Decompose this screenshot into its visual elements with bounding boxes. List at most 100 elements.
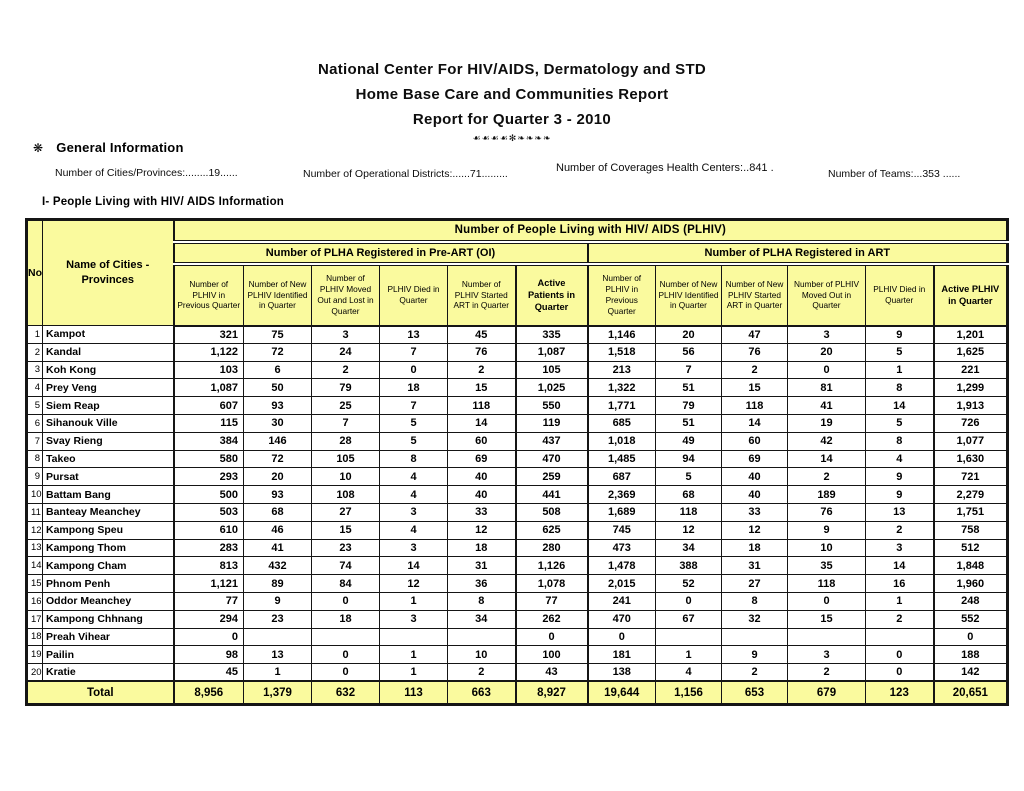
preart-cell: 18 xyxy=(379,378,448,398)
art-cell: 0 xyxy=(787,591,866,611)
table-row: 3 Koh Kong 103 6 2 0 2 105 213 7 2 0 1 221 xyxy=(26,360,1009,380)
table-row: 20 Kratie 45 1 0 1 2 43 138 4 2 2 0 142 xyxy=(26,663,1009,682)
preart-cell: 89 xyxy=(243,574,312,593)
header-band-top: No. Name of Cities - Provinces Number of… xyxy=(26,219,1009,326)
preart-cell: 0 xyxy=(311,591,380,611)
preart-cell: 74 xyxy=(311,556,380,576)
province-name: Takeo xyxy=(42,449,175,469)
province-name: Prey Veng xyxy=(42,378,175,398)
art-cell: 81 xyxy=(787,378,866,398)
preart-cell: 12 xyxy=(379,574,448,593)
art-cell: 1,478 xyxy=(586,556,656,576)
preart-cell: 18 xyxy=(311,609,380,629)
preart-cell: 24 xyxy=(311,342,380,362)
art-cell: 1,018 xyxy=(586,431,656,451)
preart-cell: 1 xyxy=(379,663,448,682)
art-cell: 2 xyxy=(721,360,788,380)
table-row: 19 Pailin 98 13 0 1 10 100 181 1 9 3 0 188 xyxy=(26,645,1009,665)
art-cell: 1,848 xyxy=(932,556,1009,576)
preart-cell: 1,126 xyxy=(514,556,588,576)
row-number: 7 xyxy=(26,431,43,451)
preart-cell: 508 xyxy=(514,502,588,522)
field-coverage-health-centers: Number of Coverages Health Centers:..841… xyxy=(556,162,774,174)
preart-cell: 3 xyxy=(379,502,448,522)
art-cell: 20 xyxy=(655,325,722,344)
art-cell: 2,015 xyxy=(586,574,656,593)
row-number: 6 xyxy=(26,413,43,433)
preart-cell: 437 xyxy=(514,431,588,451)
art-cell: 687 xyxy=(586,467,656,487)
art-cell: 9 xyxy=(721,645,788,665)
preart-cell: 1,121 xyxy=(172,574,244,593)
art-cell: 685 xyxy=(586,413,656,433)
art-cell: 3 xyxy=(787,325,866,344)
preart-cell: 625 xyxy=(514,520,588,540)
preart-cell: 12 xyxy=(447,520,516,540)
preart-cell xyxy=(311,627,380,647)
preart-cell: 1 xyxy=(243,663,312,682)
art-cell: 14 xyxy=(787,449,866,469)
preart-cell: 93 xyxy=(243,485,312,504)
art-cell: 12 xyxy=(721,520,788,540)
art-cell: 9 xyxy=(865,325,934,344)
row-number: 15 xyxy=(26,574,43,593)
art-cell: 5 xyxy=(655,467,722,487)
province-name: Battam Bang xyxy=(42,485,175,504)
art-cell: 188 xyxy=(932,645,1009,665)
flower-bullet-icon: ❋ xyxy=(33,141,44,155)
art-cell: 18 xyxy=(721,538,788,558)
table-row: 7 Svay Rieng 384 146 28 5 60 437 1,018 49 60 42 8 1,0… xyxy=(26,431,1009,451)
table-row: 14 Kampong Cham 813 432 74 14 31 1,126 1,478 388 3… xyxy=(26,556,1009,576)
col-preart-active-patients: Active Patients in Quarter xyxy=(514,263,588,327)
art-cell: 1,322 xyxy=(586,378,656,398)
table-row: 2 Kandal 1,122 72 24 7 76 1,087 1,518 56 76 20 5 1,62… xyxy=(26,342,1009,362)
preart-cell: 3 xyxy=(379,609,448,629)
province-name: Kratie xyxy=(42,663,175,682)
preart-cell: 580 xyxy=(172,449,244,469)
preart-cell: 75 xyxy=(243,325,312,344)
ornament-divider: ☙☙☙☙✻❧❧❧❧ xyxy=(472,133,552,143)
province-name: Kampong Speu xyxy=(42,520,175,540)
art-cell: 27 xyxy=(721,574,788,593)
table-body: 1 Kampot 321 75 3 13 45 335 1,146 20 47 3 9 1,201 2 Kan… xyxy=(26,325,1009,705)
art-cell: 118 xyxy=(655,502,722,522)
field-teams: Number of Teams:...353 ...... xyxy=(828,168,961,180)
preart-cell: 4 xyxy=(379,520,448,540)
art-cell: 0 xyxy=(865,645,934,665)
art-cell: 35 xyxy=(787,556,866,576)
table-row: 4 Prey Veng 1,087 50 79 18 15 1,025 1,322 51 15 81 8… xyxy=(26,378,1009,398)
art-cell: 51 xyxy=(655,413,722,433)
preart-cell: 40 xyxy=(447,467,516,487)
preart-cell: 3 xyxy=(311,325,380,344)
art-cell: 9 xyxy=(865,485,934,504)
art-cell xyxy=(721,627,788,647)
preart-cell: 262 xyxy=(514,609,588,629)
col-preart-started-art: Number of PLHIV Started ART in Quarter xyxy=(447,263,516,327)
art-cell: 0 xyxy=(932,627,1009,647)
art-cell: 1,771 xyxy=(586,396,656,415)
art-cell xyxy=(787,627,866,647)
art-cell: 248 xyxy=(932,591,1009,611)
preart-cell xyxy=(447,627,516,647)
province-name: Pursat xyxy=(42,467,175,487)
art-cell: 1,201 xyxy=(932,325,1009,344)
province-name: Phnom Penh xyxy=(42,574,175,593)
table-header: No. Name of Cities - Provinces Number of… xyxy=(26,219,1009,327)
preart-cell: 8 xyxy=(447,591,516,611)
art-cell: 8 xyxy=(721,591,788,611)
table-row: 1 Kampot 321 75 3 13 45 335 1,146 20 47 3 9 1,201 xyxy=(26,325,1009,344)
preart-cell: 10 xyxy=(311,467,380,487)
preart-cell: 72 xyxy=(243,449,312,469)
preart-cell: 23 xyxy=(243,609,312,629)
col-art-previous-quarter: Number of PLHIV in Previous Quarter xyxy=(586,263,656,327)
art-cell: 9 xyxy=(865,467,934,487)
art-cell: 76 xyxy=(721,342,788,362)
preart-cell: 20 xyxy=(243,467,312,487)
art-cell: 745 xyxy=(586,520,656,540)
art-cell: 94 xyxy=(655,449,722,469)
art-cell: 470 xyxy=(586,609,656,629)
preart-cell: 1,087 xyxy=(514,342,588,362)
section-1-heading: I- People Living with HIV/ AIDS Informat… xyxy=(42,196,285,208)
preart-cell: 1,078 xyxy=(514,574,588,593)
total-art-cell: 653 xyxy=(721,680,788,705)
